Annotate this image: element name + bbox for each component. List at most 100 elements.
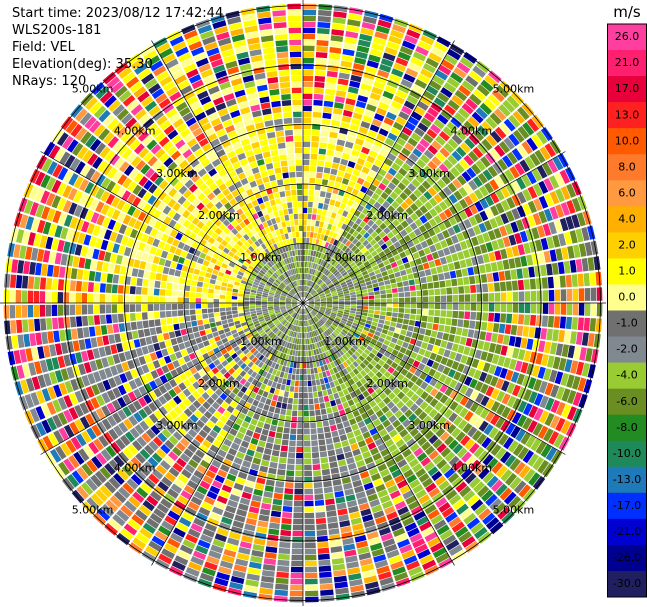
range-gate — [220, 311, 226, 317]
range-gate — [346, 332, 353, 338]
range-gate — [285, 366, 290, 373]
range-gate — [335, 263, 341, 269]
range-gate — [225, 543, 238, 552]
range-gate — [379, 285, 386, 291]
range-gate — [365, 436, 374, 445]
range-gate — [452, 310, 459, 319]
range-gate — [171, 560, 186, 572]
range-gate — [96, 260, 104, 272]
range-gate — [399, 428, 409, 438]
range-gate — [226, 311, 232, 316]
range-gate — [335, 315, 342, 320]
range-gate — [199, 572, 214, 583]
range-gate — [391, 448, 401, 458]
range-gate — [304, 560, 317, 567]
range-gate — [199, 330, 206, 337]
range-gate — [531, 114, 544, 129]
range-gate — [205, 469, 216, 479]
range-gate — [456, 61, 471, 74]
range-gate — [278, 390, 285, 397]
range-gate — [413, 188, 423, 198]
range-gate — [485, 493, 498, 507]
range-gate — [425, 237, 434, 246]
range-gate — [66, 254, 74, 267]
range-gate — [385, 239, 393, 247]
range-gate — [476, 142, 488, 155]
range-gate — [279, 451, 288, 458]
range-gate — [345, 233, 352, 240]
range-gate — [315, 264, 320, 271]
range-gate — [350, 174, 358, 183]
range-gate — [321, 118, 331, 126]
range-gate — [381, 143, 392, 152]
range-gate — [315, 51, 328, 59]
range-gate — [196, 281, 204, 288]
range-gate — [402, 433, 413, 443]
range-gate — [370, 261, 378, 268]
range-gate — [369, 427, 378, 436]
range-gate — [458, 294, 465, 302]
range-gate — [404, 34, 418, 45]
range-gate — [149, 271, 157, 280]
range-gate — [407, 137, 418, 147]
range-gate — [460, 435, 471, 446]
range-gate — [336, 195, 343, 202]
range-gate — [397, 538, 411, 549]
range-gate — [351, 324, 358, 330]
range-gate — [299, 320, 302, 327]
range-gate — [269, 516, 281, 524]
range-gate — [303, 231, 307, 238]
range-gate — [332, 269, 338, 275]
range-gate — [469, 93, 482, 106]
range-gate — [439, 405, 449, 415]
range-gate — [268, 467, 277, 475]
range-gate — [327, 343, 333, 350]
range-gate — [407, 62, 421, 73]
range-gate — [295, 470, 303, 477]
range-gate — [296, 368, 300, 375]
range-gate — [303, 392, 308, 399]
range-gate — [312, 331, 316, 337]
range-gate — [339, 202, 346, 210]
range-gate — [397, 382, 406, 391]
range-gate — [401, 324, 409, 331]
range-gate — [498, 141, 511, 154]
range-gate — [309, 416, 316, 423]
range-gate — [167, 510, 180, 521]
range-gate — [327, 264, 333, 271]
range-gate — [415, 314, 422, 321]
range-gate — [292, 536, 303, 543]
range-gate — [355, 51, 368, 60]
range-gate — [538, 195, 549, 209]
range-gate — [330, 225, 337, 232]
range-gate — [440, 239, 448, 249]
range-gate — [344, 451, 353, 459]
range-gate — [304, 518, 315, 525]
range-gate — [243, 300, 250, 303]
range-gate — [314, 336, 318, 343]
range-gate — [374, 298, 381, 303]
range-gate — [312, 464, 321, 471]
range-gate — [273, 595, 288, 602]
range-gate — [528, 472, 541, 486]
range-gate — [352, 112, 363, 120]
range-gate — [516, 414, 527, 428]
range-gate — [249, 308, 256, 312]
range-gate — [559, 169, 571, 184]
range-gate — [352, 448, 361, 457]
range-gate — [286, 409, 292, 416]
range-gate — [277, 559, 290, 567]
range-gate — [453, 67, 467, 79]
range-gate — [318, 272, 323, 278]
range-gate — [398, 297, 405, 303]
range-gate — [345, 240, 352, 247]
range-gate — [319, 378, 325, 385]
range-gate — [324, 88, 336, 96]
range-gate — [521, 141, 533, 155]
range-gate — [555, 401, 566, 416]
range-gate — [370, 542, 383, 552]
range-gate — [468, 476, 481, 489]
range-gate — [566, 288, 573, 302]
range-gate — [487, 282, 495, 292]
range-gate — [325, 279, 331, 284]
